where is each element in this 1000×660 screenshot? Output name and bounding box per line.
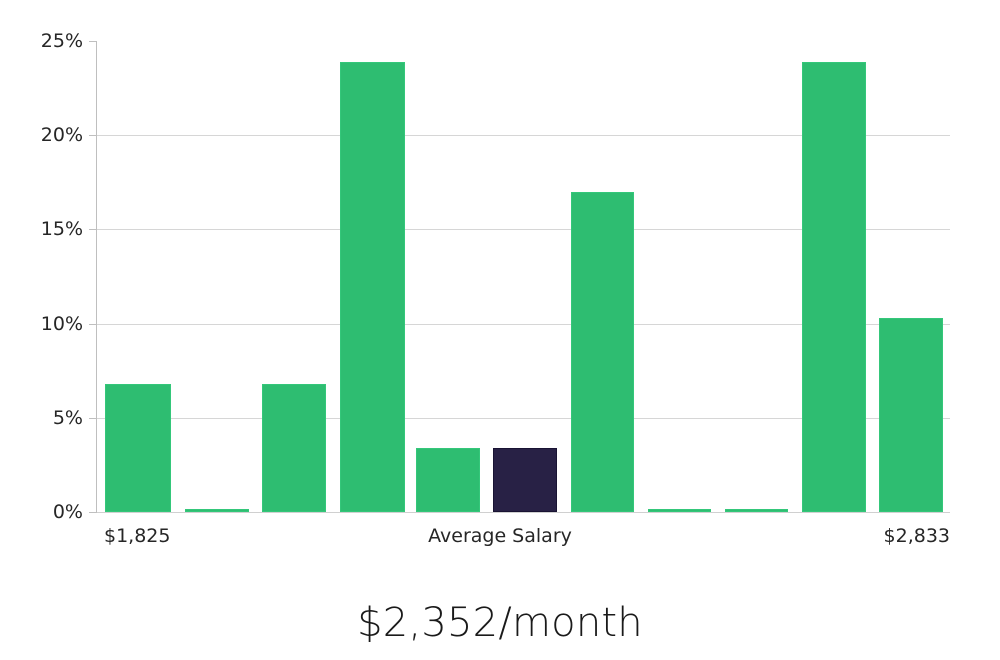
gridline [97, 135, 950, 137]
y-tick-label: 25% [40, 30, 83, 52]
bar [262, 383, 326, 512]
x-axis-title: Average Salary [428, 525, 572, 547]
y-tick-mark [89, 41, 97, 42]
bar [416, 447, 480, 512]
y-axis-spine [96, 41, 97, 513]
x-axis-min-label: $1,825 [104, 525, 171, 547]
y-tick-label: 20% [40, 124, 83, 147]
bar-highlighted [493, 447, 557, 512]
plot-area [97, 41, 950, 512]
x-axis-spine [97, 512, 950, 513]
y-tick-mark [89, 417, 97, 419]
y-tick-label: 10% [40, 312, 83, 335]
gridline [97, 417, 950, 419]
bar [725, 509, 788, 512]
y-tick-mark [89, 512, 97, 513]
bar [802, 61, 866, 512]
y-tick-label: 5% [52, 406, 83, 429]
y-tick-label: 0% [52, 501, 83, 523]
y-tick-mark [89, 135, 97, 137]
gridline [97, 229, 950, 231]
x-axis-max-label: $2,833 [883, 525, 950, 547]
chart-title: $2,352/month [357, 600, 643, 646]
y-tick-mark [89, 229, 97, 231]
bar [340, 61, 405, 512]
y-tick-label: 15% [40, 218, 83, 241]
bar [571, 191, 634, 512]
y-tick-mark [89, 323, 97, 325]
bar [879, 317, 943, 512]
bar [105, 383, 171, 512]
bar [648, 509, 711, 512]
bar [185, 509, 249, 512]
gridline [97, 323, 950, 325]
